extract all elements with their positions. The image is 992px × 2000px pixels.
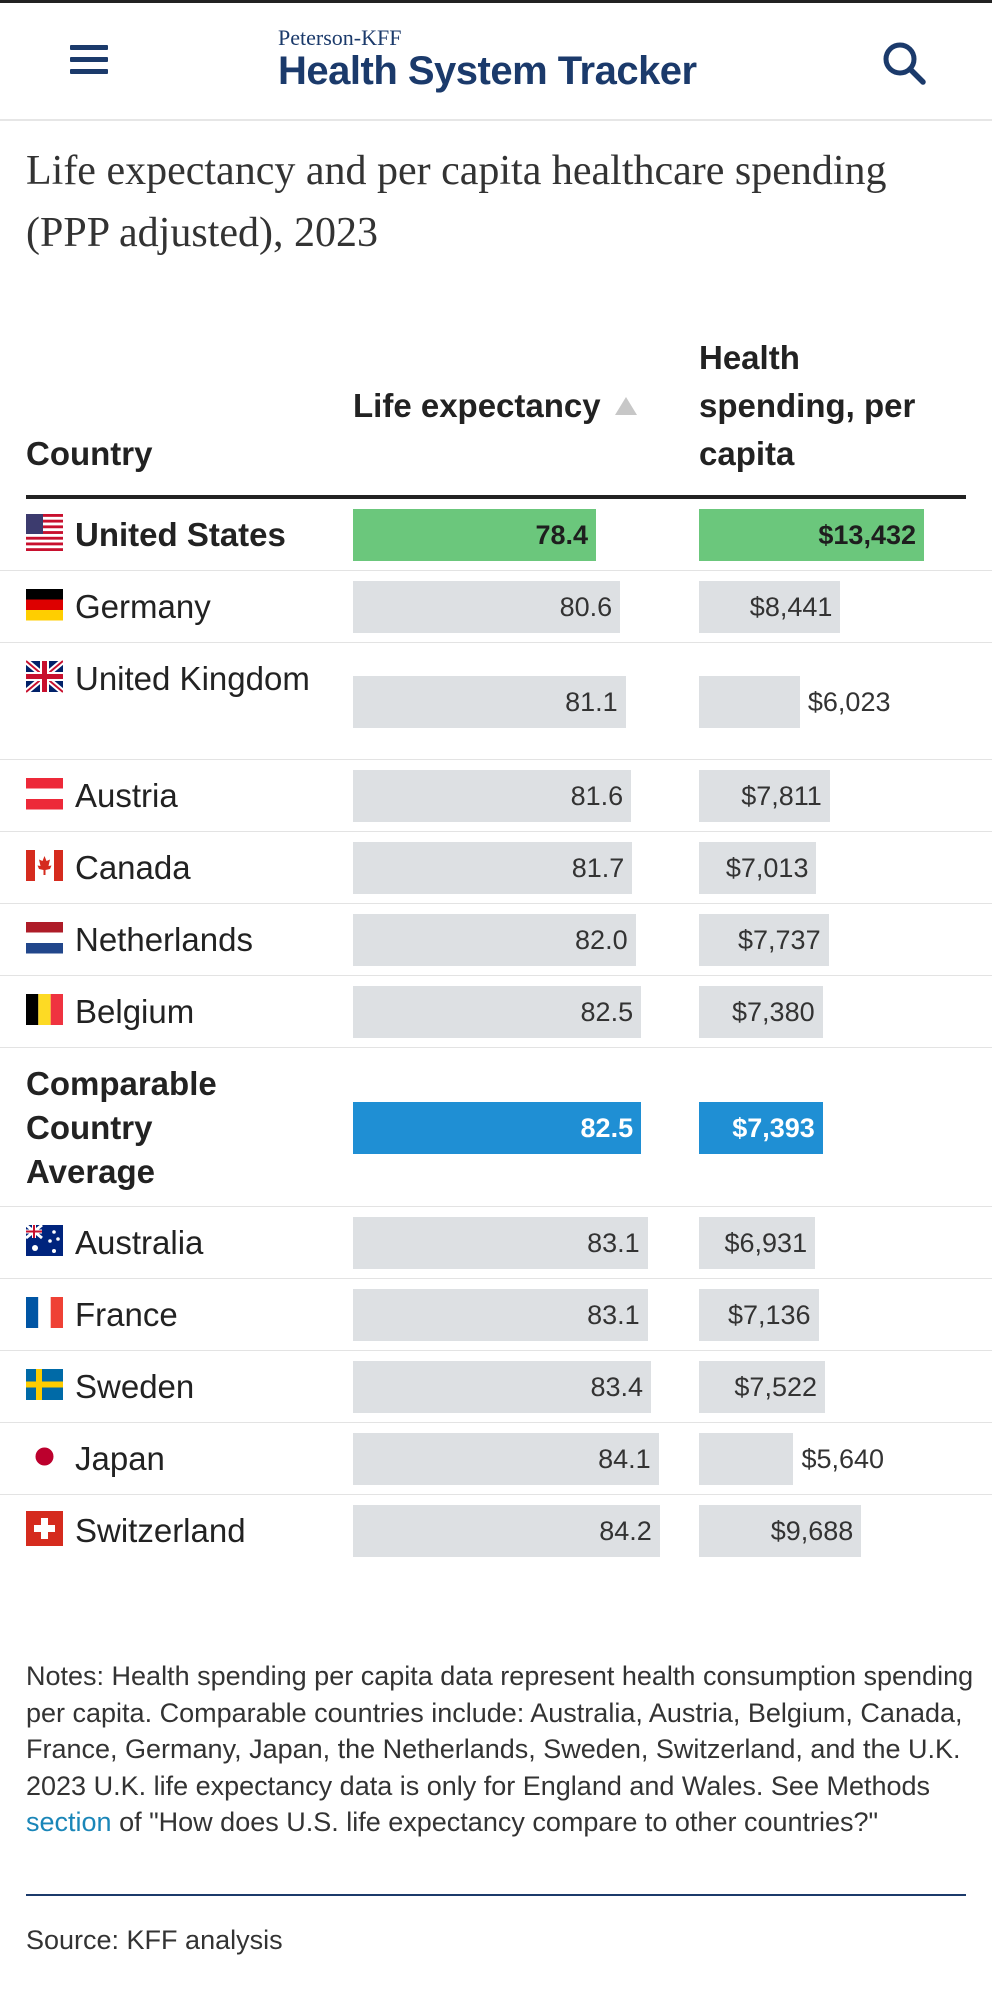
table-body: United States 78.4 $13,432 Germany 80.6 $8,44… [0,499,992,1567]
country-name: Australia [75,1224,204,1261]
life-expectancy-bar: 82.0 [353,914,636,966]
country-name: Belgium [75,993,195,1030]
country-name: Canada [75,849,191,886]
table-row: Netherlands 82.0 $7,737 [0,904,992,976]
be-flag-icon [26,994,63,1025]
column-header-life-label: Life expectancy [353,387,601,424]
table-row: United Kingdom 81.1 $6,023 [0,643,992,760]
table-row: Austria 81.6 $7,811 [0,760,992,832]
country-name: United Kingdom [75,660,310,697]
life-expectancy-bar: 84.1 [353,1433,659,1485]
table-row: Canada 81.7 $7,013 [0,832,992,904]
health-spending-bar: $7,136 [699,1289,819,1341]
life-expectancy-bar: 83.1 [353,1289,648,1341]
table-row: Switzerland 84.2 $9,688 [0,1495,992,1567]
life-expectancy-bar: 84.2 [353,1505,660,1557]
at-flag-icon [26,778,63,810]
site-header: Peterson-KFF Health System Tracker [0,3,992,121]
de-flag-icon [26,589,63,621]
column-header-health-spending[interactable]: Health spending, per capita [699,339,916,472]
life-expectancy-bar: 82.5 [353,1101,642,1154]
chart-source: Source: KFF analysis [26,1925,283,1955]
country-cell-netherlands: Netherlands [26,918,326,962]
notes-text: Notes: Health spending per capita data r… [26,1661,974,1801]
life-expectancy-bar: 82.5 [353,986,642,1038]
country-cell-united-kingdom: United Kingdom [26,657,326,701]
health-spending-bar: $7,013 [699,842,817,894]
chart-notes: Notes: Health spending per capita data r… [26,1658,976,1841]
ch-flag-icon [26,1511,63,1546]
search-icon[interactable] [880,39,928,87]
table-row: Sweden 83.4 $7,522 [0,1351,992,1423]
health-spending-bar: $7,380 [699,986,823,1038]
health-spending-label: $6,023 [807,686,891,717]
sort-ascending-icon [614,397,637,415]
table-row: Germany 80.6 $8,441 [0,571,992,643]
nl-flag-icon [26,922,63,954]
health-spending-bar: $7,522 [699,1361,825,1413]
health-spending-label: $5,640 [801,1444,885,1474]
notes-divider [26,1894,966,1896]
au-flag-icon [26,1223,63,1256]
hamburger-menu-icon[interactable] [70,43,108,77]
country-name: Sweden [75,1368,195,1405]
jp-flag-icon [26,1441,63,1472]
country-cell-germany: Germany [26,585,326,629]
table-row: Comparable Country Average 82.5 $7,393 [0,1048,992,1207]
table-row: Belgium 82.5 $7,380 [0,976,992,1048]
country-cell-japan: Japan [26,1437,326,1481]
country-cell-australia: Australia [26,1221,326,1265]
table-row: Japan 84.1 $5,640 [0,1423,992,1495]
health-spending-bar: $8,441 [699,581,841,633]
us-flag-icon [26,514,63,551]
country-cell-comparable-country-average: Comparable Country Average [26,1062,256,1194]
column-header-life-expectancy[interactable]: Life expectancy [353,382,653,430]
country-name: Germany [75,588,211,625]
country-name: Japan [75,1440,165,1477]
health-spending-bar: $7,737 [699,914,829,966]
health-spending-bar: $13,432 [699,509,924,561]
top-border [0,0,992,3]
life-expectancy-bar: 83.4 [353,1361,651,1413]
country-name: France [75,1296,178,1333]
methods-section-link[interactable]: section [26,1807,112,1837]
life-expectancy-bar: 80.6 [353,581,621,633]
health-spending-bar: $9,688 [699,1505,862,1557]
brand-site-name[interactable]: Health System Tracker [278,49,697,93]
life-expectancy-bar: 81.7 [353,842,633,894]
health-spending-bar [699,675,800,728]
life-expectancy-bar: 83.1 [353,1217,648,1269]
country-name: United States [75,516,286,553]
health-spending-bar: $7,393 [699,1101,823,1154]
life-expectancy-bar: 81.6 [353,770,632,822]
health-spending-bar [699,1433,794,1485]
fr-flag-icon [26,1297,63,1328]
chart-title: Life expectancy and per capita healthcar… [26,148,887,256]
country-cell-belgium: Belgium [26,990,326,1034]
se-flag-icon [26,1369,63,1400]
header-divider [26,495,966,499]
country-name: Switzerland [75,1512,246,1549]
country-cell-united-states: United States [26,513,326,557]
country-cell-france: France [26,1293,326,1337]
brand-org-name[interactable]: Peterson-KFF [278,25,402,50]
column-header-country[interactable]: Country [26,435,153,472]
health-spending-bar: $6,931 [699,1217,816,1269]
table-row: France 83.1 $7,136 [0,1279,992,1351]
ca-flag-icon [26,850,63,881]
table-row: Australia 83.1 $6,931 [0,1207,992,1279]
table-row: United States 78.4 $13,432 [0,499,992,571]
health-spending-bar: $7,811 [699,770,830,822]
country-cell-sweden: Sweden [26,1365,326,1409]
gb-flag-icon [26,658,63,695]
life-expectancy-bar: 81.1 [353,675,626,728]
country-name: Netherlands [75,921,253,958]
country-cell-canada: Canada [26,846,326,890]
country-name: Austria [75,777,178,814]
notes-text-end: of "How does U.S. life expectancy compar… [111,1807,879,1837]
life-expectancy-bar: 78.4 [353,509,596,561]
country-cell-austria: Austria [26,774,326,818]
country-name: Comparable Country Average [26,1065,217,1190]
country-cell-switzerland: Switzerland [26,1509,326,1553]
